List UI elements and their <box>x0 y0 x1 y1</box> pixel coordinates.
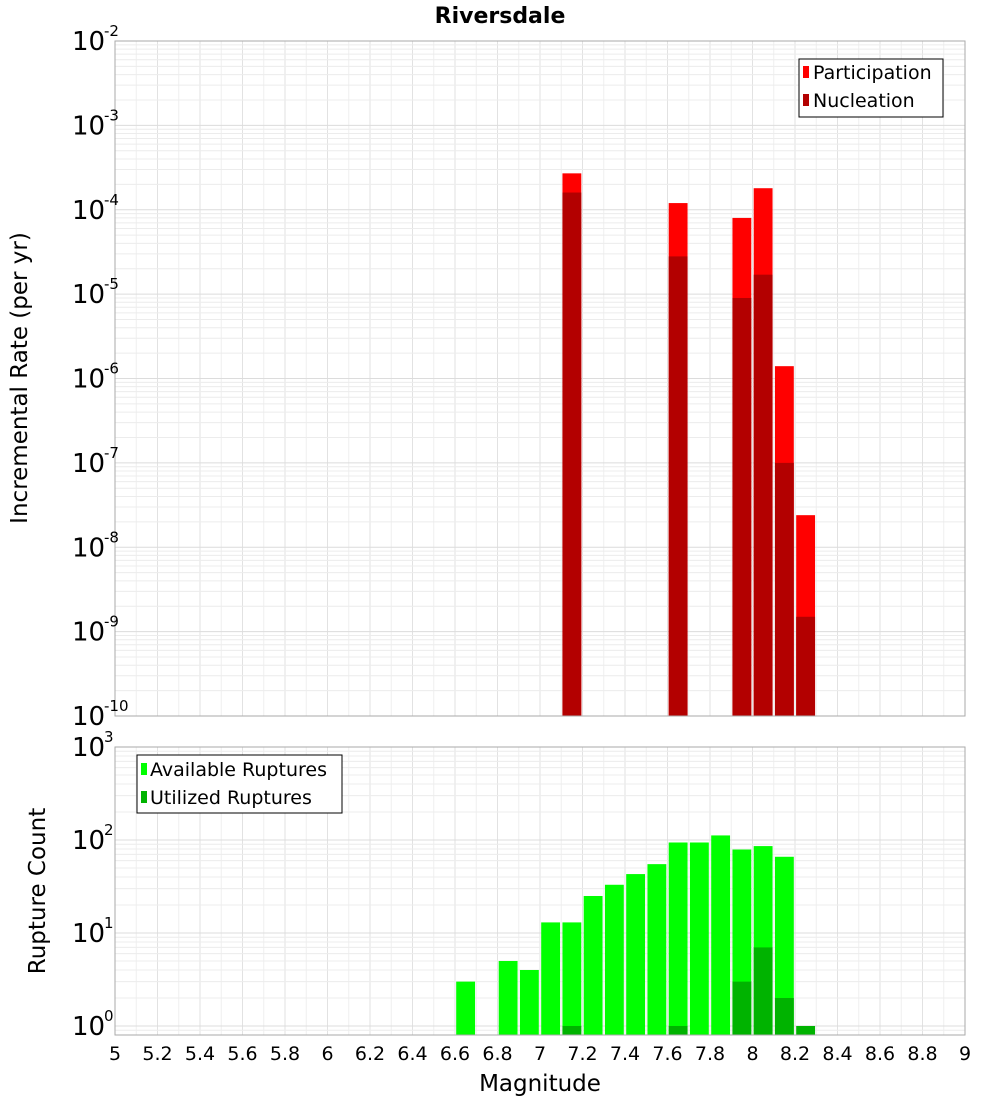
count-bar-b <box>753 947 773 1035</box>
y-tick-label: 10 <box>72 826 105 856</box>
y-tick-label: 10 <box>72 1012 105 1042</box>
count-bar-a <box>711 835 731 1035</box>
count-plot-bars <box>456 835 816 1035</box>
count-bar-a <box>647 864 667 1035</box>
rate-bar-b <box>753 274 773 716</box>
x-tick-label: 7 <box>534 1043 546 1065</box>
rate-bar-b <box>732 297 752 716</box>
count-bar-a <box>774 856 794 1035</box>
x-tick-label: 6.8 <box>482 1043 512 1065</box>
nucleation-legend-label: Nucleation <box>813 90 915 112</box>
y-tick-exponent: -8 <box>104 528 119 546</box>
y-tick-label: 10 <box>72 449 105 479</box>
utilized-legend-label: Utilized Ruptures <box>150 787 312 809</box>
rate-plot-y-label: Incremental Rate (per yr) <box>7 232 33 524</box>
count-bar-a <box>626 874 646 1035</box>
count-bar-a <box>456 981 476 1035</box>
x-tick-label: 7.4 <box>610 1043 640 1065</box>
count-bar-a <box>519 970 539 1035</box>
rate-plot-bars <box>562 173 816 717</box>
y-tick-label: 10 <box>72 618 105 648</box>
y-tick-label: 10 <box>72 27 105 57</box>
x-tick-label: 5 <box>109 1043 121 1065</box>
y-tick-exponent: -4 <box>104 191 119 209</box>
y-tick-exponent: 3 <box>104 728 114 746</box>
y-tick-exponent: -3 <box>104 106 119 124</box>
count-plot-x-ticks: 5 5.2 5.4 5.6 5.8 6 6.2 6.4 6.6 6.8 7 7.2 7.4 7.6 7.8 8… <box>109 1043 971 1065</box>
x-tick-label: 8.4 <box>822 1043 852 1065</box>
x-tick-label: 7.2 <box>567 1043 597 1065</box>
count-bar-b <box>732 981 752 1035</box>
participation-legend-swatch <box>803 66 809 78</box>
y-tick-exponent: -10 <box>104 697 129 715</box>
rate-legend-box <box>798 58 944 118</box>
y-tick-label: 10 <box>72 702 105 732</box>
rate-plot-border <box>114 40 966 717</box>
x-tick-label: 6.4 <box>397 1043 427 1065</box>
count-plot-border <box>114 746 966 1036</box>
count-bar-a <box>583 895 603 1035</box>
y-tick-label: 10 <box>72 365 105 395</box>
count-bar-a <box>541 922 561 1035</box>
x-tick-label: 7.6 <box>652 1043 682 1065</box>
x-tick-label: 6 <box>321 1043 333 1065</box>
x-tick-label: 5.6 <box>227 1043 257 1065</box>
x-tick-label: 6.6 <box>440 1043 470 1065</box>
x-tick-label: 5.2 <box>142 1043 172 1065</box>
rate-plot-legend: Participation Nucleation <box>798 58 944 118</box>
y-tick-exponent: -9 <box>104 613 119 631</box>
count-plot-legend: Available Ruptures Utilized Ruptures <box>136 754 343 814</box>
x-tick-label: 8 <box>746 1043 758 1065</box>
count-bar-a <box>604 884 624 1035</box>
x-tick-label: 7.8 <box>695 1043 725 1065</box>
x-tick-label: 8.8 <box>907 1043 937 1065</box>
y-tick-label: 10 <box>72 111 105 141</box>
available-legend-label: Available Ruptures <box>150 759 327 781</box>
available-legend-swatch <box>141 763 147 775</box>
x-tick-label: 8.6 <box>865 1043 895 1065</box>
y-tick-label: 10 <box>72 280 105 310</box>
count-bar-b <box>668 1025 688 1035</box>
nucleation-legend-swatch <box>803 94 809 106</box>
count-bar-a <box>668 842 688 1035</box>
y-tick-exponent: -7 <box>104 444 119 462</box>
count-bar-a <box>498 960 518 1035</box>
count-legend-box <box>136 754 343 814</box>
y-tick-label: 10 <box>72 533 105 563</box>
y-tick-label: 10 <box>72 733 105 763</box>
y-tick-exponent: 1 <box>104 914 114 932</box>
count-bar-a <box>562 922 582 1035</box>
y-tick-exponent: 0 <box>104 1007 114 1025</box>
rate-bar-b <box>774 462 794 717</box>
y-tick-label: 10 <box>72 196 105 226</box>
y-tick-exponent: 2 <box>104 821 114 839</box>
utilized-legend-swatch <box>141 791 147 803</box>
x-axis-label: Magnitude <box>479 1071 601 1097</box>
rate-plot-grid <box>115 41 965 717</box>
y-tick-exponent: -5 <box>104 275 119 293</box>
count-plot-y-label: Rupture Count <box>25 808 51 974</box>
count-bar-b <box>796 1025 816 1035</box>
x-tick-label: 6.2 <box>355 1043 385 1065</box>
y-tick-label: 10 <box>72 919 105 949</box>
rate-bar-b <box>796 616 816 716</box>
x-tick-label: 5.4 <box>185 1043 215 1065</box>
x-tick-label: 5.8 <box>270 1043 300 1065</box>
rate-bar-b <box>668 256 688 716</box>
x-tick-label: 8.2 <box>780 1043 810 1065</box>
participation-legend-label: Participation <box>813 62 932 84</box>
y-tick-exponent: -2 <box>104 22 119 40</box>
x-tick-label: 9 <box>959 1043 971 1065</box>
count-bar-b <box>774 997 794 1035</box>
count-bar-b <box>562 1025 582 1035</box>
rate-bar-b <box>562 192 582 716</box>
count-bar-a <box>689 842 709 1035</box>
chart-title: Riversdale <box>435 4 566 29</box>
y-tick-exponent: -6 <box>104 360 119 378</box>
